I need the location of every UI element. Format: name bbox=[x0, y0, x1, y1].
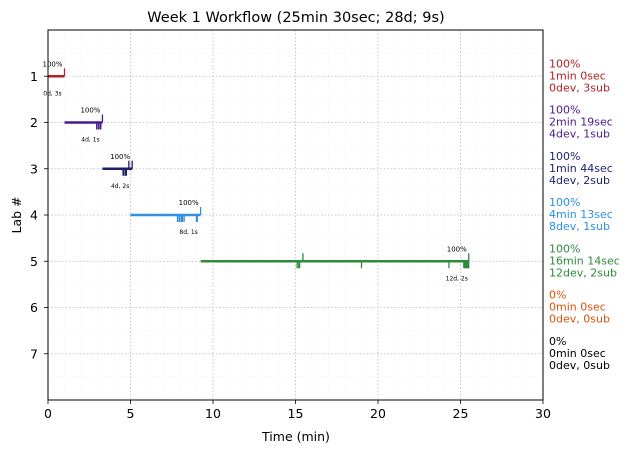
lab-1-percent-label: 100% bbox=[42, 60, 62, 68]
lab-5-group: 100% 12d, 2s bbox=[200, 245, 470, 282]
lab-3-right-counts: 4dev, 2sub bbox=[549, 174, 610, 187]
y-tick-label: 7 bbox=[30, 346, 38, 361]
lab-2-right-time: 2min 19sec bbox=[549, 116, 613, 129]
lab-5-right-percent: 100% bbox=[549, 242, 580, 255]
lab-7-right-time: 0min 0sec bbox=[549, 347, 606, 360]
lab-3-right-time: 1min 44sec bbox=[549, 162, 613, 175]
lab-3-right-percent: 100% bbox=[549, 150, 580, 163]
x-tick-label: 25 bbox=[453, 406, 469, 421]
y-tick-label: 5 bbox=[30, 254, 38, 269]
y-tick-label: 4 bbox=[30, 208, 38, 223]
x-tick-label: 20 bbox=[370, 406, 386, 421]
lab-7-right-counts: 0dev, 0sub bbox=[549, 359, 610, 372]
x-tick-label: 15 bbox=[288, 406, 304, 421]
x-tick-label: 30 bbox=[535, 406, 551, 421]
lab-1-group: 100% 0d, 3s bbox=[42, 60, 66, 97]
lab-3-group: 100% 4d, 2s bbox=[102, 153, 133, 190]
y-tick-label: 6 bbox=[30, 300, 38, 315]
y-tick-label: 3 bbox=[30, 161, 38, 176]
lab-2-right-counts: 4dev, 1sub bbox=[549, 128, 610, 141]
y-axis-label: Lab # bbox=[9, 196, 24, 233]
lab-1-right-percent: 100% bbox=[549, 57, 580, 70]
x-tick-label: 0 bbox=[44, 406, 52, 421]
lab-1-summary-label: 0d, 3s bbox=[43, 90, 61, 97]
lab-5-summary-label: 12d, 2s bbox=[446, 275, 468, 282]
lab-5-right-time: 16min 14sec bbox=[549, 254, 620, 267]
lab-series: 100% 0d, 3s 100% 4d, 1s 100% 4d, 2s 100% 8d, 1s… bbox=[42, 60, 470, 282]
y-tick-label: 1 bbox=[30, 69, 38, 84]
lab-1-right-time: 1min 0sec bbox=[549, 69, 606, 82]
lab-3-summary-label: 4d, 2s bbox=[111, 183, 129, 190]
y-axis-ticks: 1 2 3 4 5 6 7 bbox=[30, 69, 48, 361]
lab-4-group: 100% 8d, 1s bbox=[130, 199, 202, 236]
x-axis-label: Time (min) bbox=[261, 429, 330, 444]
lab-2-summary-label: 4d, 1s bbox=[81, 137, 99, 144]
lab-1-right-counts: 0dev, 3sub bbox=[549, 81, 610, 94]
x-tick-label: 5 bbox=[127, 406, 135, 421]
lab-3-percent-label: 100% bbox=[110, 153, 130, 161]
lab-4-right-percent: 100% bbox=[549, 196, 580, 209]
lab-2-right-percent: 100% bbox=[549, 104, 580, 117]
x-tick-label: 10 bbox=[205, 406, 221, 421]
lab-4-right-time: 4min 13sec bbox=[549, 208, 613, 221]
lab-4-right-counts: 8dev, 1sub bbox=[549, 220, 610, 233]
x-axis-ticks: 0 5 10 15 20 25 30 bbox=[44, 400, 551, 421]
y-tick-label: 2 bbox=[30, 115, 38, 130]
lab-2-group: 100% 4d, 1s bbox=[64, 107, 104, 144]
lab-6-right-counts: 0dev, 0sub bbox=[549, 313, 610, 326]
lab-5-right-counts: 12dev, 2sub bbox=[549, 266, 617, 279]
lab-7-right-percent: 0% bbox=[549, 335, 566, 348]
chart-title: Week 1 Workflow (25min 30sec; 28d; 9s) bbox=[147, 10, 444, 26]
major-grid bbox=[47, 30, 544, 400]
lab-6-right-percent: 0% bbox=[549, 289, 566, 302]
lab-5-percent-label: 100% bbox=[447, 245, 467, 253]
lab-2-percent-label: 100% bbox=[80, 107, 100, 115]
lab-4-summary-label: 8d, 1s bbox=[179, 229, 197, 236]
lab-4-percent-label: 100% bbox=[179, 199, 199, 207]
lab-6-right-time: 0min 0sec bbox=[549, 301, 606, 314]
